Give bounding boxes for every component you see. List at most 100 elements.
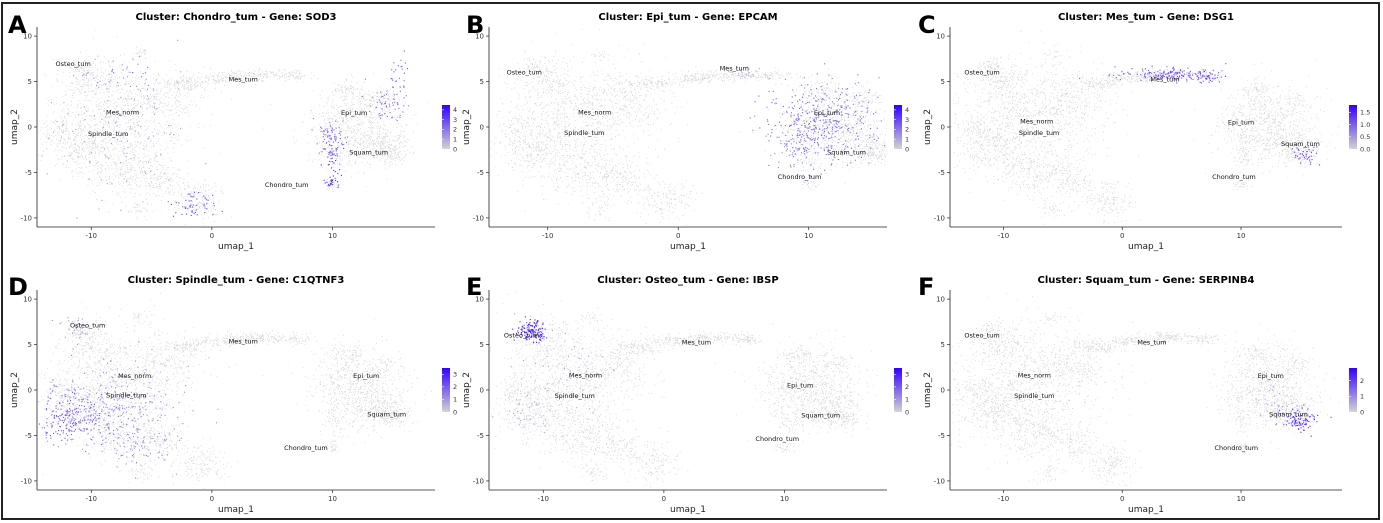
background-cells — [38, 30, 429, 226]
y-tick-label: 0 — [941, 124, 945, 132]
cluster-label: Chondro_tum — [1214, 444, 1258, 452]
expressing-cells — [1275, 404, 1332, 437]
cluster-label: Spindle_tum — [1014, 392, 1054, 400]
legend-tick-label: 1.5 — [1360, 109, 1370, 117]
scatter-points — [38, 292, 432, 489]
background-cells — [490, 292, 887, 488]
expressing-cells — [84, 406, 182, 479]
panel-letter: B — [466, 11, 484, 39]
y-tick-label: -5 — [938, 169, 945, 177]
legend-tick-label: 3 — [905, 371, 909, 379]
legend-tick-label: 0 — [453, 145, 457, 153]
expressing-cells — [167, 191, 223, 217]
y-axis-title: umap_2 — [923, 109, 933, 145]
y-tick-label: 10 — [23, 33, 32, 41]
y-tick-label: -5 — [938, 432, 945, 440]
y-axis-title: umap_2 — [462, 109, 472, 145]
legend-tick-label: 2 — [453, 383, 457, 391]
x-axis-title: umap_1 — [218, 242, 254, 252]
cluster-label: Spindle_tum — [106, 391, 146, 399]
x-tick-label: -10 — [86, 495, 97, 503]
y-tick-label: -10 — [473, 477, 484, 485]
panel-b: B Cluster: Epi_tum - Gene: EPCAM -10 -5 0 5 10… — [462, 11, 909, 252]
cluster-label: Mes_norm — [578, 108, 611, 116]
cluster-label: Mes_tum — [720, 65, 749, 73]
panel-letter: E — [466, 273, 482, 301]
cluster-label: Osteo_tum — [504, 331, 539, 339]
y-tick-label: 10 — [936, 296, 945, 304]
legend-tick-label: 3 — [453, 371, 457, 379]
cluster-label: Epi_tum — [1228, 118, 1254, 126]
cluster-label: Spindle_tum — [88, 130, 128, 138]
panel-letter: D — [8, 273, 28, 301]
y-tick-label: 5 — [941, 78, 945, 86]
cluster-label: Mes_norm — [1018, 371, 1051, 379]
cluster-label: Squam_tum — [1281, 140, 1320, 148]
x-axis-title: umap_1 — [670, 505, 706, 515]
background-cells — [951, 293, 1340, 486]
cluster-label: Epi_tum — [1258, 372, 1284, 380]
cluster-label: Squam_tum — [367, 410, 406, 418]
x-tick-label: 0 — [676, 232, 680, 240]
legend-tick-label: 3 — [453, 116, 457, 124]
legend-tick-label: 4 — [453, 106, 457, 114]
cluster-label: Epi_tum — [787, 381, 813, 389]
cluster-label: Spindle_tum — [554, 392, 594, 400]
y-tick-label: 5 — [480, 78, 484, 86]
x-tick-label: -10 — [542, 232, 553, 240]
cluster-label: Epi_tum — [341, 109, 367, 117]
background-cells — [951, 30, 1340, 225]
panel-title: Cluster: Squam_tum - Gene: SERPINB4 — [1038, 275, 1255, 286]
expressing-cells — [749, 63, 886, 178]
y-tick-label: -5 — [25, 169, 32, 177]
panel-a: A Cluster: Chondro_tum - Gene: SOD3 -10 -5 0… — [8, 11, 457, 252]
cluster-label: Mes_norm — [569, 371, 602, 379]
y-axis-title: umap_2 — [10, 372, 20, 408]
cluster-label: Squam_tum — [827, 148, 866, 156]
cluster-label: Squam_tum — [801, 411, 840, 419]
y-tick-label: 0 — [480, 387, 484, 395]
y-tick-label: 10 — [475, 296, 484, 304]
x-tick-label: 10 — [328, 495, 337, 503]
panel-title: Cluster: Osteo_tum - Gene: IBSP — [597, 275, 778, 286]
expressing-cells — [704, 66, 771, 79]
panel-title: Cluster: Mes_tum - Gene: DSG1 — [1058, 12, 1234, 23]
cluster-label: Epi_tum — [814, 109, 840, 117]
panel-d: D Cluster: Spindle_tum - Gene: C1QTNF3 -10… — [8, 273, 457, 515]
cluster-label: Mes_tum — [1137, 339, 1166, 347]
expressing-cells — [492, 394, 546, 434]
cluster-label: Mes_norm — [1020, 117, 1053, 125]
legend-tick-label: 0.0 — [1360, 145, 1370, 153]
cluster-label: Mes_norm — [106, 108, 139, 116]
legend-tick-label: 2 — [1360, 377, 1364, 385]
panel-letter: A — [8, 11, 27, 39]
panel-title: Cluster: Spindle_tum - Gene: C1QTNF3 — [128, 275, 345, 286]
legend-tick-label: 1 — [453, 396, 457, 404]
legend-colorbar — [1349, 105, 1357, 149]
x-tick-label: 0 — [662, 495, 666, 503]
panel-e: E Cluster: Osteo_tum - Gene: IBSP -10 -5 0 5 1… — [462, 273, 909, 515]
y-tick-label: -10 — [21, 477, 32, 485]
legend-colorbar — [442, 105, 450, 149]
y-tick-label: -10 — [934, 477, 945, 485]
y-tick-label: 10 — [936, 33, 945, 41]
legend-tick-label: 0 — [905, 408, 909, 416]
legend-tick-label: 1 — [905, 396, 909, 404]
cluster-label: Chondro_tum — [778, 173, 822, 181]
y-tick-label: 5 — [28, 78, 32, 86]
x-tick-label: -10 — [998, 495, 1009, 503]
y-tick-label: -5 — [477, 432, 484, 440]
cluster-label: Chondro_tum — [1212, 173, 1256, 181]
y-tick-label: -5 — [477, 169, 484, 177]
cluster-label: Spindle_tum — [1019, 129, 1059, 137]
cluster-label: Chondro_tum — [284, 444, 328, 452]
x-tick-label: 10 — [804, 232, 813, 240]
cluster-label: Chondro_tum — [755, 435, 799, 443]
panel-letter: C — [918, 11, 936, 39]
y-tick-label: -10 — [21, 214, 32, 222]
panel-title: Cluster: Epi_tum - Gene: EPCAM — [598, 12, 777, 23]
cluster-label: Chondro_tum — [265, 181, 309, 189]
y-tick-label: 0 — [941, 387, 945, 395]
